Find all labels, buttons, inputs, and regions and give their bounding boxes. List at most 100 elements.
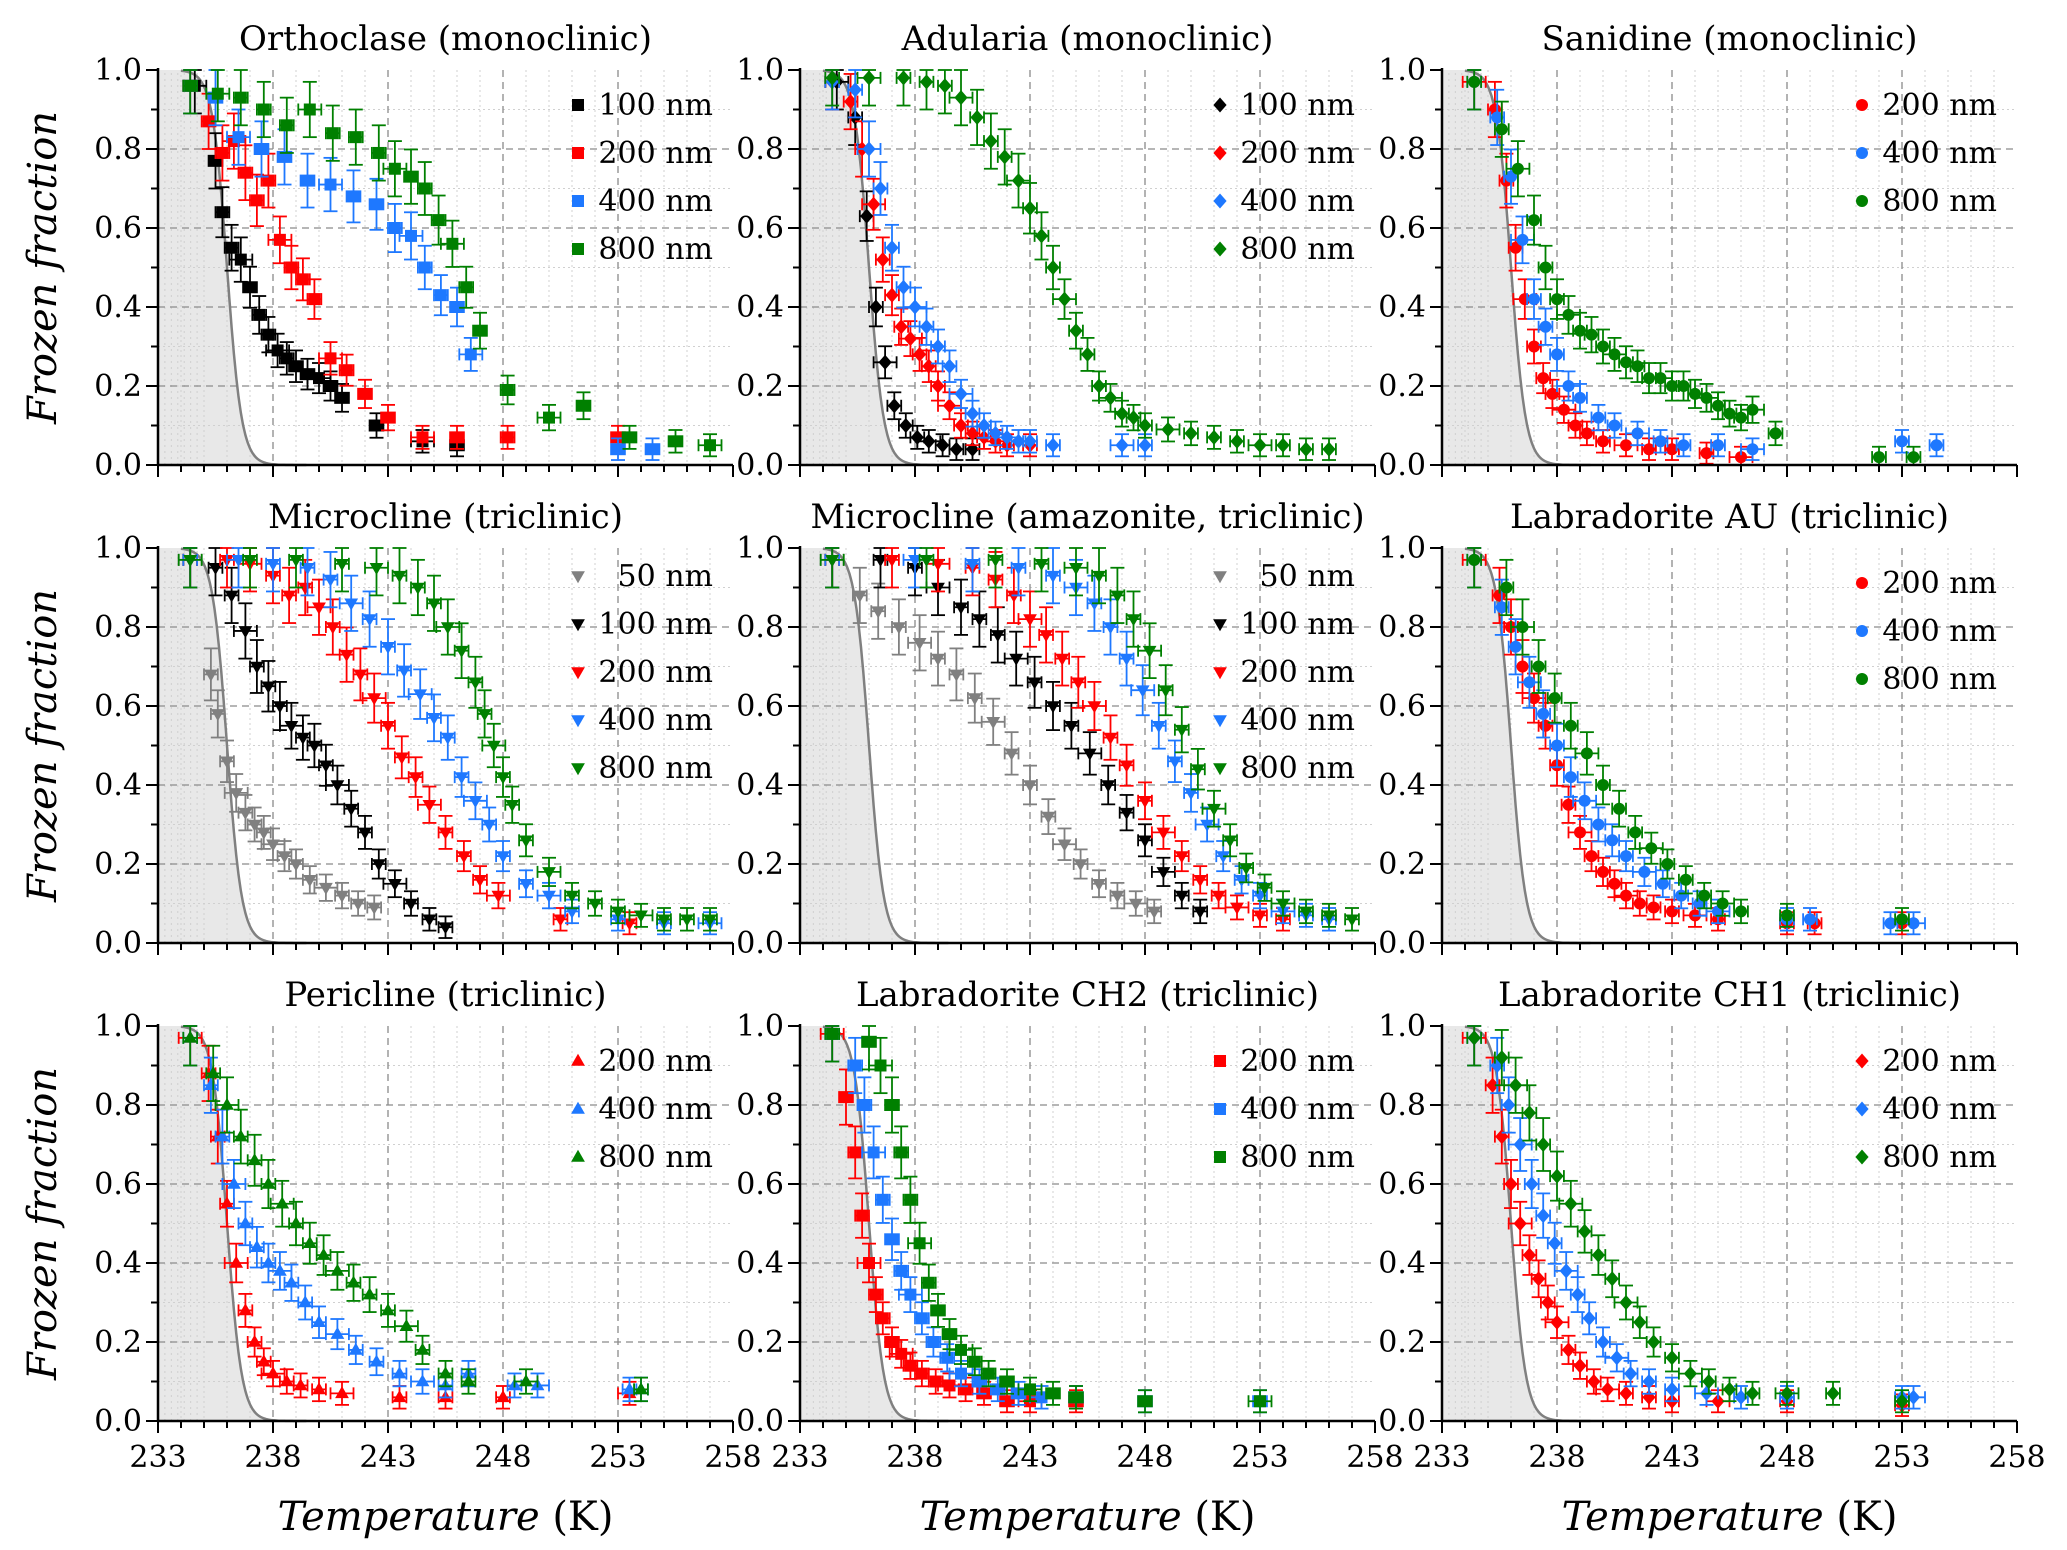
data-point [427, 694, 441, 741]
data-marker [1147, 907, 1161, 919]
data-marker [388, 879, 402, 891]
data-marker [1620, 850, 1632, 862]
data-marker [256, 143, 268, 155]
data-marker [1747, 404, 1759, 416]
data-marker [954, 602, 968, 614]
data-marker [1565, 771, 1577, 783]
series-200-nm [825, 548, 1290, 931]
y-tick-label: 0.6 [94, 689, 142, 724]
data-point [1734, 900, 1748, 924]
data-marker [647, 443, 659, 455]
data-marker [1012, 173, 1025, 188]
data-marker [1528, 293, 1540, 305]
data-point [1046, 434, 1060, 456]
series-400-nm [183, 548, 721, 934]
data-marker [1069, 563, 1083, 575]
data-point [1345, 908, 1359, 931]
data-point [505, 787, 519, 823]
y-tick-label: 0.0 [94, 448, 142, 483]
data-point [347, 170, 361, 222]
data-marker [612, 443, 624, 455]
data-point [298, 1286, 312, 1320]
data-marker [1207, 804, 1221, 816]
data-point [1152, 816, 1175, 849]
data-marker [1046, 260, 1059, 275]
data-point [464, 782, 487, 819]
data-marker [1065, 721, 1079, 733]
data-marker [285, 721, 299, 733]
data-marker [298, 1295, 312, 1307]
data-point [1046, 682, 1060, 730]
data-point [353, 648, 367, 700]
data-marker [1253, 911, 1267, 923]
data-point [243, 267, 257, 308]
legend-marker [571, 1054, 585, 1066]
data-point [1596, 766, 1610, 805]
data-point [565, 883, 579, 908]
data-marker [502, 431, 514, 443]
data-point [1152, 703, 1166, 749]
data-marker [892, 622, 906, 634]
data-marker [455, 646, 469, 658]
data-point [370, 1348, 384, 1375]
data-marker [1712, 439, 1724, 451]
data-point [1005, 632, 1028, 686]
data-marker [908, 300, 921, 315]
data-marker [225, 591, 239, 603]
data-point [1046, 548, 1060, 603]
data-marker [1597, 866, 1609, 878]
data-marker [1184, 426, 1197, 441]
data-marker [1533, 661, 1545, 673]
data-marker [1873, 451, 1885, 463]
data-point [1569, 816, 1592, 849]
legend-marker [1213, 98, 1226, 113]
data-marker [1175, 891, 1189, 903]
data-marker [303, 1236, 317, 1248]
data-marker [439, 828, 453, 840]
data-marker [335, 1386, 349, 1398]
data-marker [416, 1374, 430, 1386]
data-marker [280, 1374, 294, 1386]
data-point [538, 858, 561, 886]
y-tick-label: 1.0 [94, 53, 142, 88]
data-marker [1896, 913, 1908, 925]
data-point [227, 110, 250, 165]
panel-title: Adularia (monoclinic) [901, 19, 1274, 59]
data-marker [1055, 654, 1069, 666]
data-marker [1083, 749, 1097, 761]
data-point [393, 1386, 407, 1409]
data-point [519, 824, 533, 856]
data-point [936, 434, 950, 456]
data-marker [327, 127, 339, 139]
x-tick-label: 233 [129, 1440, 186, 1475]
data-point [319, 158, 342, 211]
data-marker [1322, 442, 1335, 457]
data-point [1138, 623, 1161, 678]
legend-marker [1856, 673, 1868, 685]
data-marker [1200, 820, 1214, 832]
data-point [400, 212, 423, 259]
data-marker [938, 78, 951, 93]
y-tick-label: 0.6 [94, 211, 142, 246]
data-marker [220, 1098, 234, 1110]
data-marker [1581, 427, 1593, 439]
legend-marker [571, 571, 585, 583]
data-marker [274, 234, 286, 246]
data-point [998, 129, 1012, 184]
legend-marker [1856, 625, 1868, 637]
data-point [351, 891, 365, 915]
data-point [1596, 430, 1610, 453]
data-marker [1540, 720, 1552, 732]
data-marker [879, 355, 892, 370]
data-marker [502, 384, 514, 396]
legend-label: 200 nm [598, 655, 713, 690]
data-marker [482, 820, 496, 832]
data-point [1138, 824, 1152, 856]
y-tick-label: 1.0 [736, 53, 784, 88]
legend-label: 800 nm [598, 1140, 713, 1175]
data-marker [1058, 292, 1071, 307]
data-marker [1804, 913, 1816, 925]
data-point [1035, 212, 1049, 259]
data-marker [1046, 701, 1060, 713]
